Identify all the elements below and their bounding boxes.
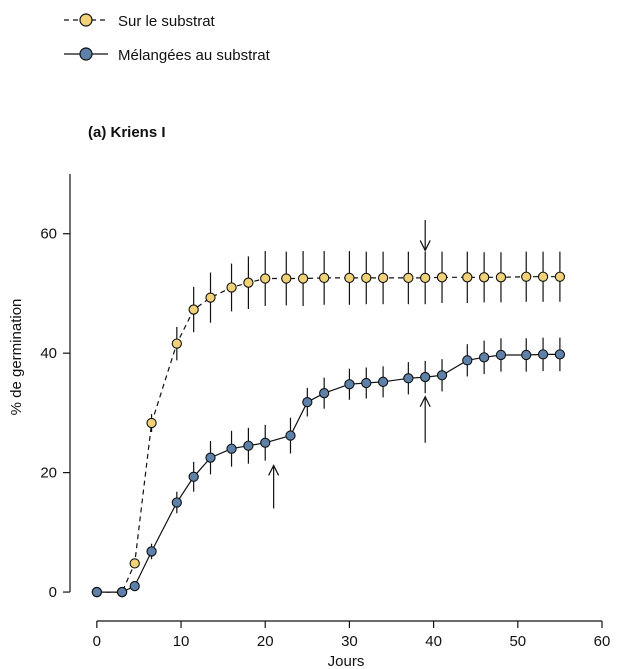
arrow-down-0 [419, 219, 431, 252]
point-mel-4 [171, 497, 182, 508]
x-tick-label-0: 0 [93, 633, 101, 650]
y-tick-label-60: 60 [40, 226, 57, 243]
data-series [91, 251, 566, 598]
point-mel-20 [478, 352, 490, 363]
point-sur-2 [129, 558, 140, 569]
point-sur-17 [420, 272, 431, 284]
series-line-mel [96, 353, 560, 593]
arrow-down-head-0 [419, 240, 431, 252]
x-tick-label-50: 50 [509, 633, 526, 650]
point-mel-18 [436, 370, 448, 381]
chart-title: (a) Kriens I [88, 124, 166, 141]
arrow-up-1 [419, 395, 431, 443]
point-mel-7 [226, 443, 237, 454]
point-sur-15 [377, 272, 389, 284]
axes: 0 10 20 30 40 50 60 0 20 40 60 [40, 174, 610, 650]
point-mel-9 [260, 437, 271, 448]
point-mel-12 [319, 388, 330, 399]
point-mel-15 [377, 376, 389, 387]
series-mel [91, 337, 566, 598]
series-line-sur [96, 276, 560, 593]
point-sur-13 [344, 272, 355, 284]
point-mel-17 [420, 371, 431, 383]
x-tick-label-30: 30 [341, 633, 358, 650]
legend-item-sur-le-substrat: Sur le substrat [64, 13, 216, 30]
point-mel-19 [462, 355, 473, 366]
legend-label-sur-le-substrat: Sur le substrat [118, 13, 216, 30]
point-sur-7 [226, 282, 237, 293]
x-tick-label-40: 40 [425, 633, 442, 650]
point-mel-3 [146, 546, 157, 557]
series-sur [91, 251, 566, 598]
legend: Sur le substrat Mélangées au substrat [64, 13, 271, 64]
point-sur-3 [146, 417, 157, 429]
point-sur-20 [478, 272, 490, 283]
y-axis-label: % de germination [8, 299, 25, 416]
legend-item-melangees-au-substrat: Mélangées au substrat [64, 47, 271, 64]
point-sur-9 [260, 273, 271, 284]
y-tick-label-40: 40 [40, 345, 57, 362]
point-sur-21 [495, 272, 507, 283]
point-sur-22 [521, 271, 532, 282]
point-mel-21 [495, 349, 507, 361]
point-sur-8 [243, 277, 254, 288]
point-mel-23 [537, 349, 549, 360]
point-sur-4 [171, 338, 182, 349]
point-sur-23 [537, 271, 549, 282]
point-sur-10 [281, 273, 292, 284]
point-mel-24 [554, 349, 566, 360]
point-mel-13 [344, 379, 355, 390]
annotations [268, 219, 431, 509]
point-mel-11 [302, 396, 313, 408]
arrow-up-head-2 [268, 464, 280, 476]
legend-marker-melangees-au-substrat [79, 47, 93, 61]
point-mel-0 [91, 586, 102, 598]
point-sur-24 [554, 271, 566, 282]
legend-marker-sur-le-substrat [79, 13, 93, 27]
point-sur-11 [297, 273, 309, 284]
arrow-up-2 [268, 464, 280, 509]
point-sur-18 [436, 272, 448, 283]
y-tick-label-20: 20 [40, 465, 57, 482]
point-sur-12 [319, 272, 330, 284]
point-sur-19 [462, 272, 473, 283]
point-mel-10 [285, 430, 296, 441]
point-sur-5 [188, 304, 199, 315]
x-tick-label-60: 60 [594, 633, 611, 650]
legend-label-melangees-au-substrat: Mélangées au substrat [118, 47, 271, 64]
x-tick-label-20: 20 [257, 633, 274, 650]
point-sur-6 [205, 292, 216, 303]
x-tick-label-10: 10 [173, 633, 190, 650]
y-tick-label-0: 0 [49, 584, 57, 601]
point-mel-2 [129, 580, 140, 592]
point-mel-16 [403, 373, 414, 384]
arrow-up-head-1 [419, 395, 431, 408]
point-mel-22 [521, 349, 532, 361]
point-mel-8 [243, 440, 254, 451]
point-sur-14 [361, 272, 372, 284]
point-mel-6 [205, 452, 216, 463]
point-sur-16 [403, 272, 414, 284]
point-mel-5 [188, 471, 199, 482]
point-mel-14 [361, 377, 372, 389]
x-axis-label: Jours [328, 653, 365, 669]
point-mel-1 [116, 586, 128, 598]
